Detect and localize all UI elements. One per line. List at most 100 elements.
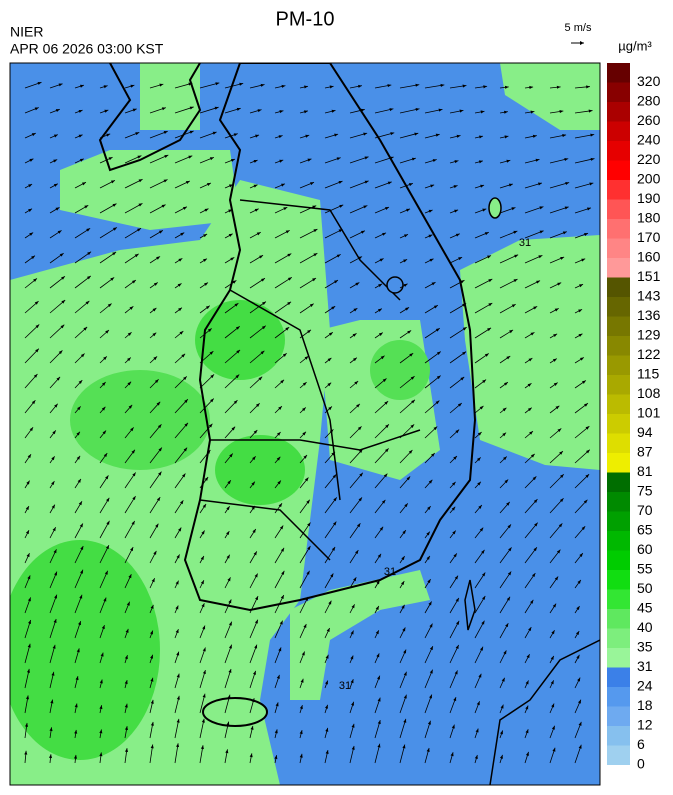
wind-arrowhead bbox=[503, 110, 508, 114]
wind-arrowhead bbox=[228, 599, 232, 604]
wind-arrowhead bbox=[51, 481, 55, 486]
wind-arrowhead bbox=[282, 353, 287, 357]
wind-arrowhead bbox=[575, 631, 580, 636]
wind-arrowhead bbox=[53, 619, 57, 624]
wind-arrowhead bbox=[508, 183, 513, 187]
colorbar-label: 31 bbox=[637, 658, 653, 674]
wind-arrowhead bbox=[76, 455, 81, 460]
wind-arrowhead bbox=[103, 597, 107, 602]
wind-arrowhead bbox=[74, 729, 78, 734]
wind-arrowhead bbox=[511, 207, 516, 211]
wind-arrowhead bbox=[350, 655, 354, 660]
wind-arrowhead bbox=[481, 549, 485, 554]
wind-arrowhead bbox=[354, 381, 359, 385]
wind-arrowhead bbox=[585, 426, 590, 430]
wind-arrowhead bbox=[110, 180, 115, 184]
wind-arrowhead bbox=[453, 553, 457, 558]
wind-arrowhead bbox=[124, 703, 128, 708]
colorbar-label: 108 bbox=[637, 385, 661, 401]
wind-arrowhead bbox=[403, 671, 407, 676]
wind-arrowhead bbox=[179, 500, 184, 505]
colorbar-segment bbox=[607, 414, 630, 434]
wind-arrowhead bbox=[504, 479, 509, 484]
wind-arrowhead bbox=[60, 324, 65, 329]
wind-arrowhead bbox=[235, 374, 240, 379]
wind-arrowhead bbox=[50, 699, 54, 704]
wind-arrowhead bbox=[176, 695, 180, 700]
wind-arrowhead bbox=[128, 404, 133, 409]
colorbar-label: 70 bbox=[637, 502, 653, 518]
wind-arrowhead bbox=[101, 625, 105, 630]
colorbar-segment bbox=[607, 297, 630, 317]
wind-arrowhead bbox=[484, 353, 489, 357]
island bbox=[386, 276, 404, 294]
wind-arrowhead bbox=[351, 604, 355, 609]
wind-arrowhead bbox=[176, 554, 180, 559]
wind-arrowhead bbox=[436, 375, 441, 380]
wind-arrowhead bbox=[55, 109, 60, 112]
wind-arrowhead bbox=[487, 255, 492, 259]
wind-arrowhead bbox=[79, 158, 84, 162]
wind-arrowhead bbox=[325, 680, 328, 685]
wind-arrowhead bbox=[427, 506, 431, 510]
wind-arrowhead bbox=[352, 357, 357, 362]
wind-arrowhead bbox=[433, 426, 438, 431]
colorbar-segment bbox=[607, 726, 630, 746]
wind-arrowhead bbox=[233, 400, 238, 404]
wind-arrowhead bbox=[383, 473, 388, 478]
wind-arrowhead bbox=[552, 747, 556, 752]
wind-arrowhead bbox=[327, 357, 332, 362]
wind-arrowhead bbox=[539, 230, 544, 234]
wind-arrowhead bbox=[511, 304, 516, 308]
wind-arrowhead bbox=[251, 505, 255, 510]
coastline bbox=[98, 63, 202, 172]
wind-arrowhead bbox=[382, 232, 387, 236]
wind-arrowhead bbox=[226, 531, 230, 536]
jeju-island bbox=[202, 697, 268, 727]
wind-arrowhead bbox=[578, 333, 583, 337]
wind-arrowhead bbox=[528, 358, 533, 362]
wind-arrowhead bbox=[163, 131, 168, 134]
wind-arrowhead bbox=[339, 204, 344, 208]
wind-arrowhead bbox=[159, 83, 164, 87]
colorbar-segment bbox=[607, 453, 630, 473]
wind-arrowhead bbox=[426, 531, 430, 536]
wind-arrowhead bbox=[409, 353, 414, 357]
wind-arrowhead bbox=[504, 135, 509, 139]
wind-arrowhead bbox=[428, 479, 433, 484]
wind-arrowhead bbox=[225, 749, 229, 754]
wind-arrowhead bbox=[202, 503, 207, 508]
wind-arrowhead bbox=[453, 697, 457, 702]
wind-arrowhead bbox=[514, 254, 519, 258]
wind-arrowhead bbox=[456, 620, 460, 625]
wind-arrowhead bbox=[355, 282, 360, 286]
wind-arrowhead bbox=[202, 625, 206, 630]
wind-arrowhead bbox=[176, 673, 180, 678]
wind-arrowhead bbox=[455, 597, 459, 602]
wind-arrowhead bbox=[228, 668, 232, 673]
wind-arrowhead bbox=[48, 754, 53, 759]
wind-arrowhead bbox=[161, 204, 166, 208]
wind-arrowhead bbox=[581, 380, 586, 384]
wind-arrowhead bbox=[274, 729, 278, 734]
wind-arrowhead bbox=[58, 83, 63, 87]
wind-arrowhead bbox=[579, 357, 584, 361]
province-border bbox=[199, 199, 421, 561]
wind-arrowhead bbox=[276, 674, 280, 679]
wind-arrowhead bbox=[454, 575, 459, 580]
wind-arrowhead bbox=[78, 501, 82, 506]
pm-zone bbox=[140, 63, 200, 130]
wind-arrowhead bbox=[255, 596, 259, 601]
wind-arrowhead bbox=[408, 449, 413, 454]
colorbar-label: 260 bbox=[637, 112, 661, 128]
colorbar-label: 81 bbox=[637, 463, 653, 479]
wind-arrowhead bbox=[579, 553, 583, 557]
wind-arrowhead bbox=[533, 499, 538, 503]
wind-arrowhead bbox=[507, 524, 512, 529]
wind-arrowhead bbox=[214, 106, 219, 110]
wind-arrowhead bbox=[253, 551, 257, 556]
colorbar-segment bbox=[607, 180, 630, 200]
wind-arrowhead bbox=[278, 135, 283, 139]
wind-arrowhead bbox=[261, 278, 265, 282]
wind-arrowhead bbox=[251, 481, 255, 486]
